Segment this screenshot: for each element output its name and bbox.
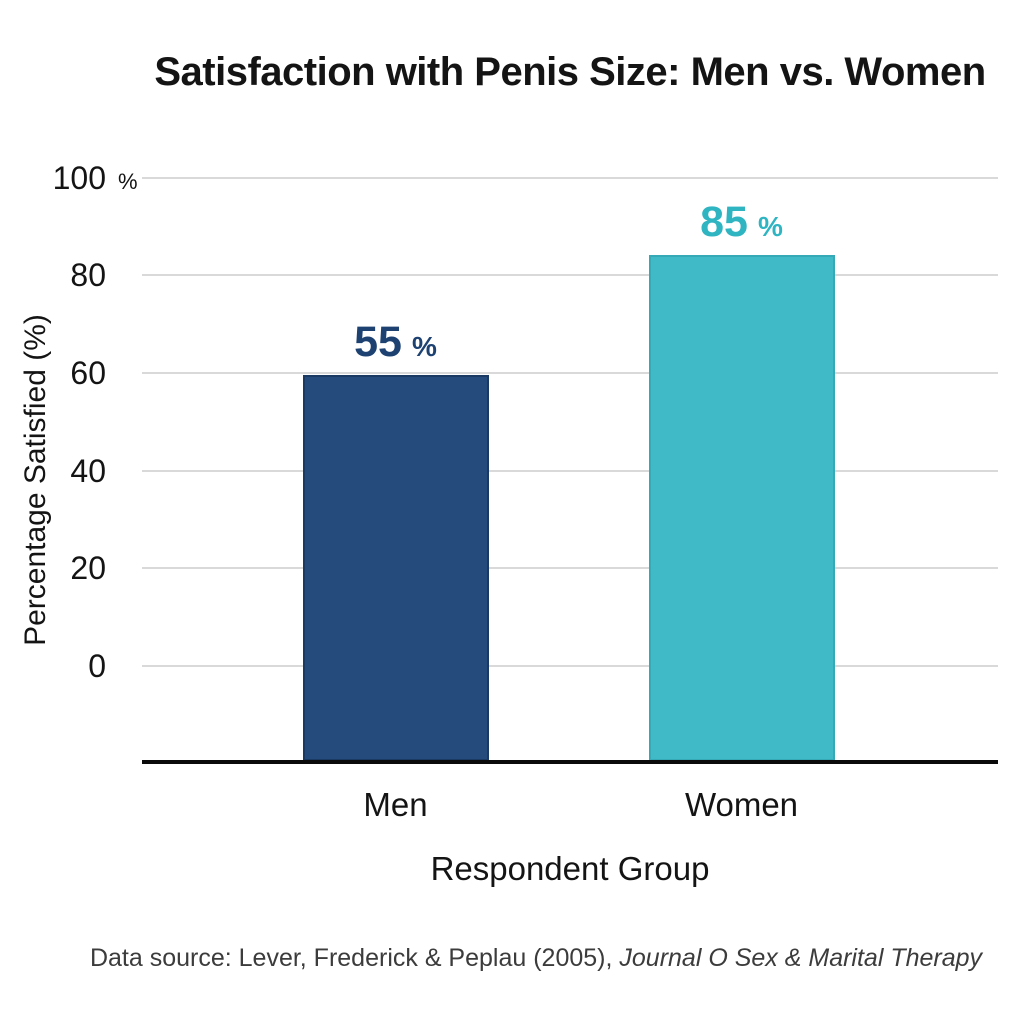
x-axis-title: Respondent Group xyxy=(430,850,710,887)
y-tick-percent-suffix: % xyxy=(118,168,138,194)
category-label-men: Men xyxy=(363,786,428,823)
y-tick-80: 80 xyxy=(0,254,142,296)
y-tick-20: 20 xyxy=(0,547,142,589)
value-number: 55 xyxy=(354,317,402,366)
y-tick-label: 0 xyxy=(88,648,106,684)
y-tick-40: 40 xyxy=(0,450,142,492)
y-tick-label: 20 xyxy=(70,550,106,587)
y-tick-0: 0 xyxy=(0,645,142,687)
y-tick-label: 80 xyxy=(70,257,106,294)
source-note: Data source: Lever, Frederick & Peplau (… xyxy=(48,944,1024,973)
y-tick-label: 40 xyxy=(70,452,106,489)
value-label-women: 85% xyxy=(592,201,892,244)
gridline-y-20 xyxy=(142,567,998,570)
gridline-y-60 xyxy=(142,371,998,374)
value-label-men: 55% xyxy=(246,317,546,366)
gridline-y-100 xyxy=(142,176,998,179)
x-axis-line xyxy=(142,760,998,764)
bar-men xyxy=(302,374,489,761)
category-label-women: Women xyxy=(684,786,799,823)
gridline-y-0 xyxy=(142,665,998,667)
y-tick-100: 100% xyxy=(0,157,142,199)
gridline-y-80 xyxy=(142,274,998,277)
source-note-text: Data source: Lever, Frederick & Peplau (… xyxy=(89,944,620,972)
chart-title: Satisfaction with Penis Size: Men vs. Wo… xyxy=(154,50,986,94)
source-note-journal: Journal O Sex & Marital Therapy xyxy=(619,944,983,972)
bar-women xyxy=(648,255,835,761)
gridline-y-40 xyxy=(142,469,998,472)
y-tick-label: 100 xyxy=(52,159,106,196)
y-tick-label: 60 xyxy=(70,354,106,391)
value-percent-suffix: % xyxy=(757,211,783,243)
value-percent-suffix: % xyxy=(411,330,437,362)
value-number: 85 xyxy=(700,198,748,247)
y-tick-60: 60 xyxy=(0,352,142,394)
